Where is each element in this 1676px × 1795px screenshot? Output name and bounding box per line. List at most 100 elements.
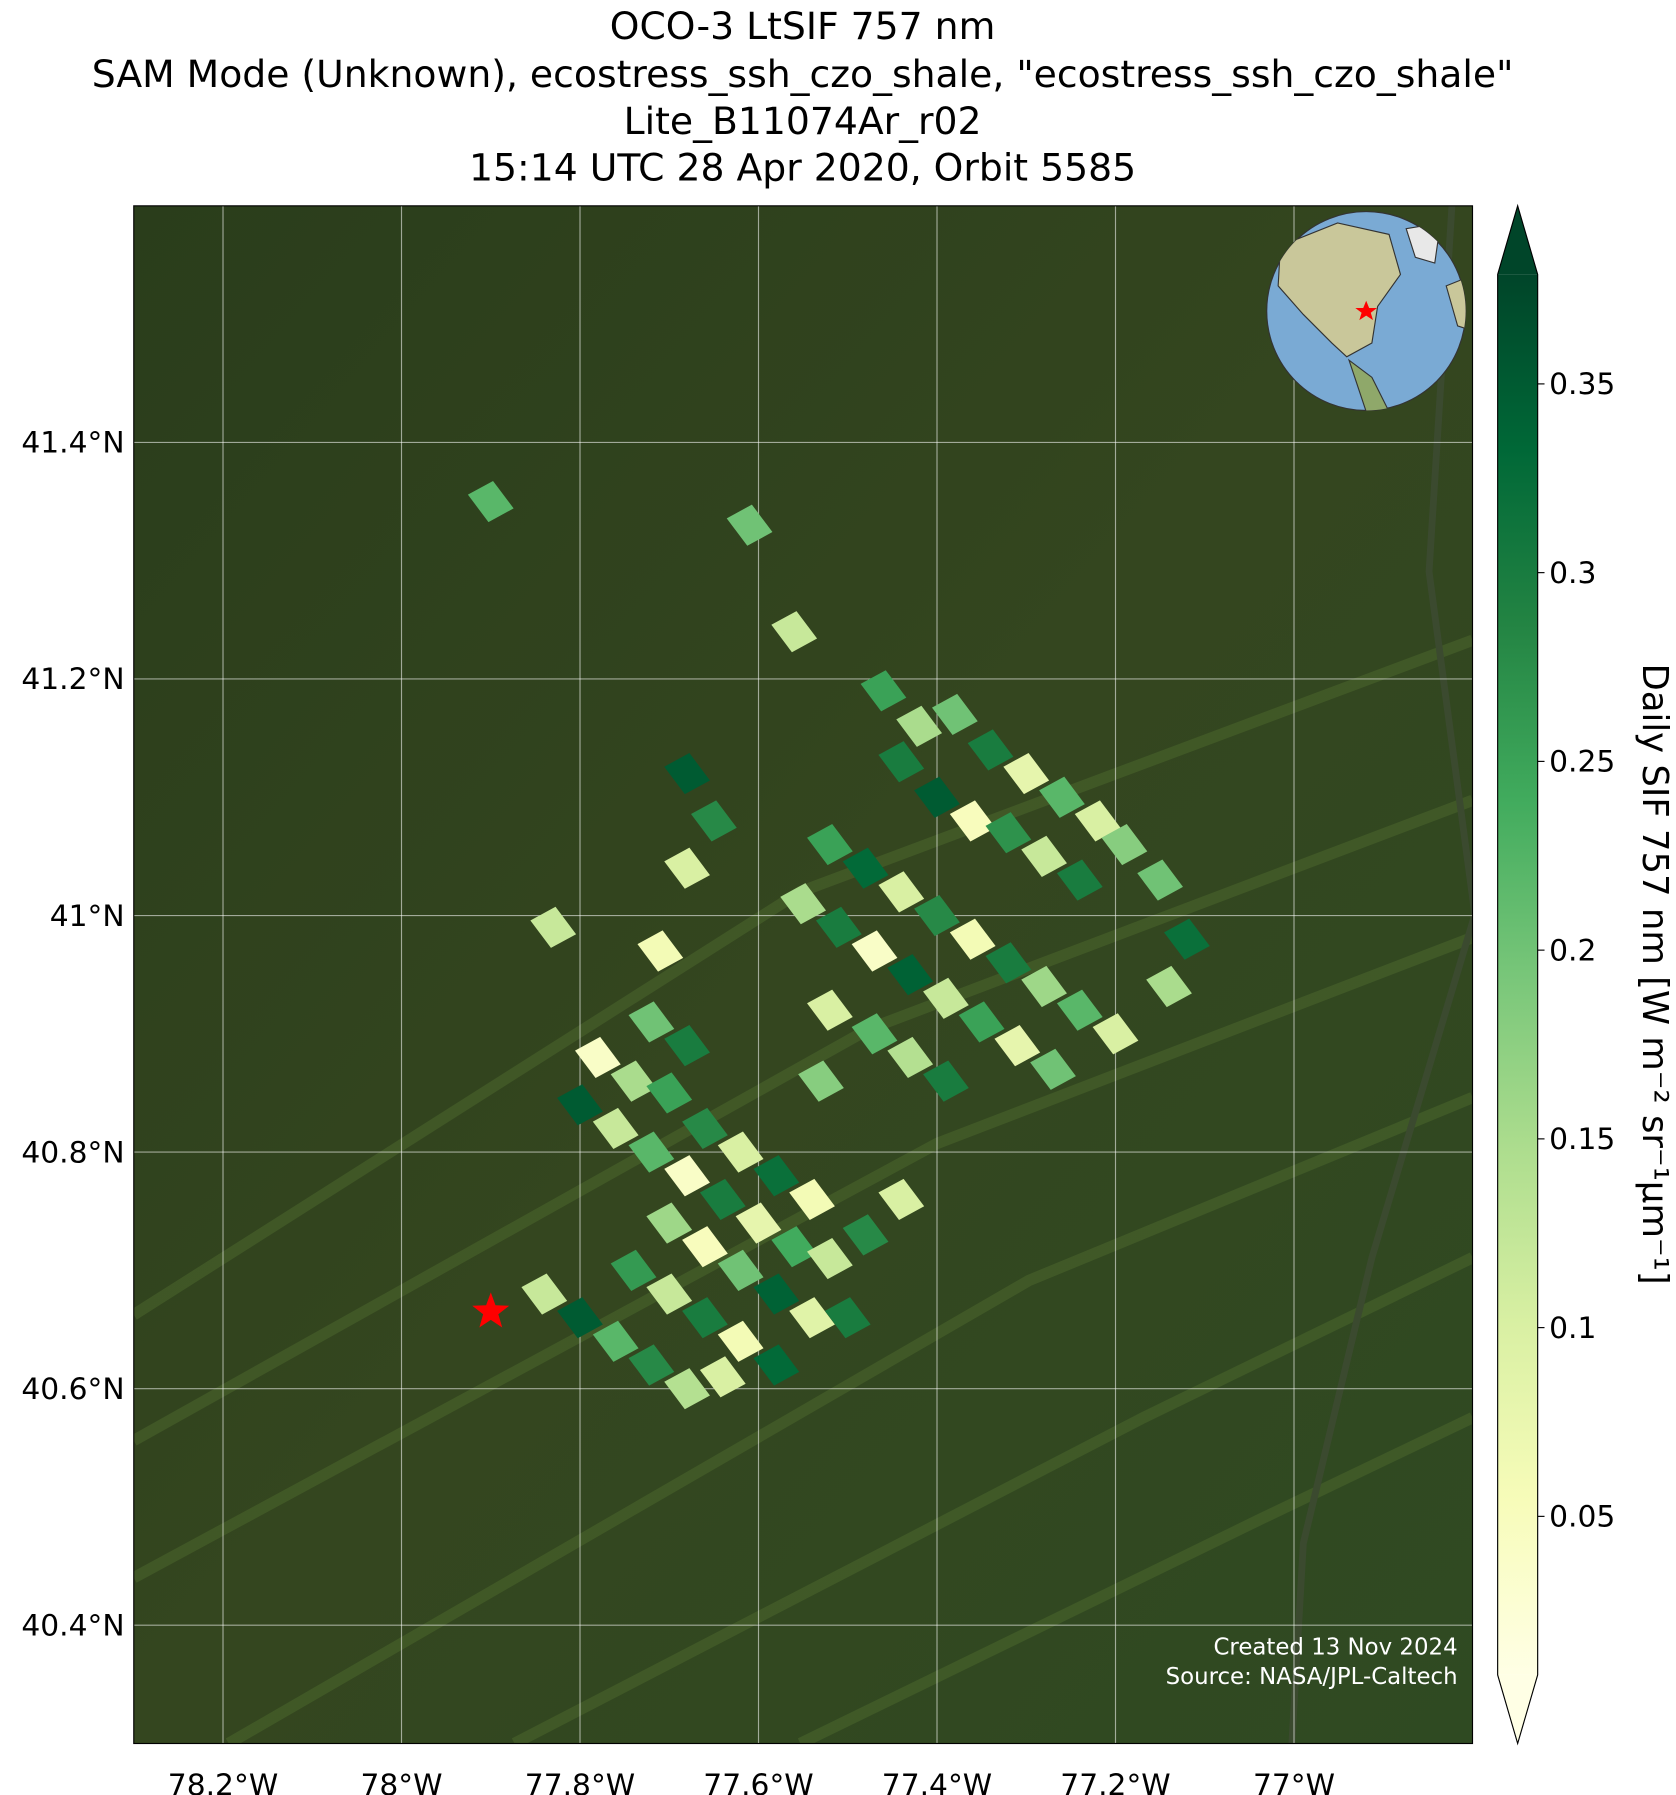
y-tick-label: 40.8°N [21,1135,124,1170]
sounding [931,693,978,736]
sounding [851,1013,898,1055]
sounding [878,871,925,913]
sounding [753,1344,800,1386]
y-tick-label: 40.4°N [21,1609,124,1644]
colorbar-extend-max [1497,205,1538,275]
sounding [923,1060,969,1102]
sounding [1101,823,1148,866]
sounding [923,977,969,1019]
sounding [1039,776,1085,818]
sounding [664,847,710,889]
sounding [1056,859,1103,901]
sounding [860,670,907,712]
sounding [646,1202,693,1244]
colorbar-tick-label: 0.15 [1549,1122,1615,1157]
sounding [691,800,737,842]
sounding [717,1131,764,1173]
sounding [646,1273,693,1315]
satellite-background [133,205,1473,1744]
sounding [878,1178,925,1220]
sounding [887,1036,934,1079]
sounding [610,1249,657,1291]
soundings [467,480,1210,1410]
sounding [985,812,1032,854]
sounding [699,1356,746,1398]
sounding [682,1226,728,1268]
sounding [1030,1048,1076,1090]
sounding [1021,965,1067,1008]
sounding [699,1178,746,1220]
sounding [824,1297,871,1339]
sounding [771,1226,818,1268]
sounding [557,1084,603,1126]
globe-inset [1266,210,1467,412]
river [1288,205,1473,1744]
sounding [807,1237,853,1280]
sounding [717,1249,764,1291]
sounding [628,1001,675,1043]
sounding [521,1273,568,1315]
x-tick-label: 77.4°W [882,1768,992,1795]
sounding [878,741,925,783]
sounding [1056,989,1103,1031]
sounding [530,906,577,948]
colorbar-tick-label: 0.1 [1549,1311,1596,1346]
title: OCO-3 LtSIF 757 nm SAM Mode (Unknown), e… [92,4,1514,190]
sounding [851,930,898,972]
sounding [967,729,1014,771]
sounding [949,918,996,960]
sounding [896,705,943,747]
sounding [467,480,514,523]
basemap [133,205,1473,1744]
sounding [664,753,710,795]
sounding [574,1036,621,1079]
sounding [664,1368,710,1410]
colorbar-label: Daily SIF 757 nm [W m⁻² sr⁻¹μm⁻¹] [1634,663,1675,1284]
sounding [1164,918,1210,960]
sounding [646,1072,693,1114]
sounding [780,883,826,925]
sounding [592,1107,639,1150]
target-star [472,1292,510,1328]
y-tick-label: 41°N [50,899,125,934]
sounding [1003,753,1050,795]
sounding [985,942,1032,984]
sounding [994,1025,1041,1067]
sounding [1021,835,1067,877]
title-line: SAM Mode (Unknown), ecostress_ssh_czo_sh… [92,52,1514,96]
sounding [682,1107,728,1150]
sounding [842,847,889,889]
globe-land [1277,222,1466,411]
x-tick-label: 77.2°W [1060,1768,1170,1795]
colorbar-tick-label: 0.25 [1549,745,1615,780]
sounding [664,1155,710,1197]
sounding [1074,800,1121,842]
sounding [914,894,960,937]
x-tick-label: 77°W [1253,1768,1335,1795]
sounding [887,954,934,996]
y-tick-label: 41.2°N [21,662,124,697]
sounding [717,1320,764,1362]
sounding [807,989,853,1031]
sounding [753,1273,800,1315]
colorbar-tick-label: 0.2 [1549,933,1596,968]
created-note: Created 13 Nov 2024 [1213,1634,1457,1660]
grid [133,205,1473,1744]
colorbar-outline [1497,203,1539,1746]
title-line: Lite_B11074Ar_r02 [624,99,982,143]
colorbar-extend-min [1497,1674,1538,1744]
sounding [771,611,818,653]
sounding [789,1297,835,1339]
sounding [1092,1013,1139,1055]
globe-star [1355,300,1378,321]
sounding [815,906,862,948]
sounding [1146,965,1192,1008]
sounding [610,1060,657,1102]
title-line: OCO-3 LtSIF 757 nm [610,4,996,48]
sounding [682,1297,728,1339]
sounding [753,1155,800,1197]
colorbar-tick-label: 0.35 [1549,367,1615,402]
sounding [628,1344,675,1386]
y-tick-label: 41.4°N [21,426,124,461]
sounding [842,1214,889,1256]
